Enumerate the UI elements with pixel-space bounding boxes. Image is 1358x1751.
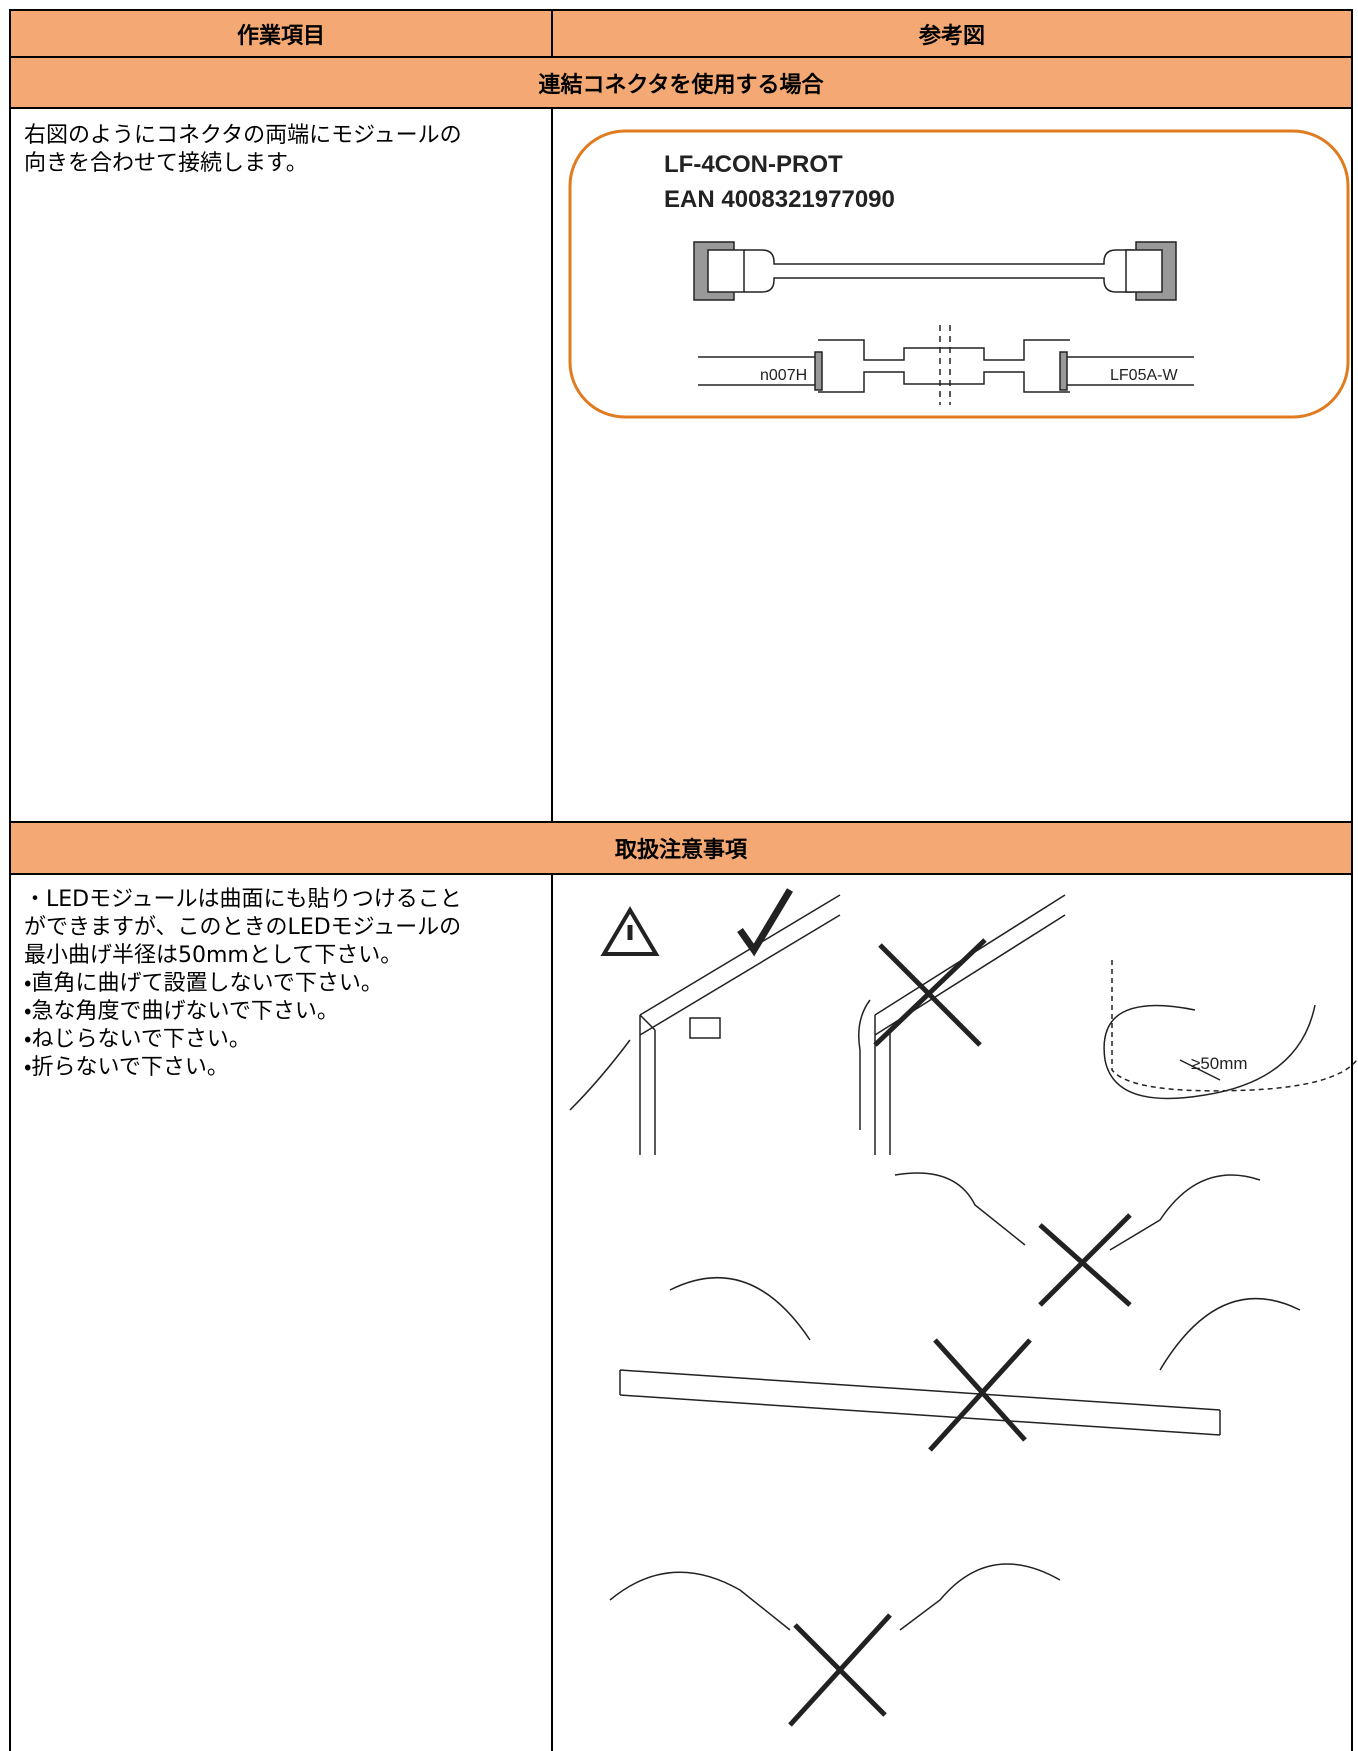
warning-illustrations: ≥50mm: [569, 888, 1358, 1727]
figure-label: n007H: [760, 367, 807, 384]
connector-diagram: n007H LF05A-W: [698, 325, 1194, 405]
section-header: 取扱注意事項: [9, 821, 1353, 875]
header-text: 参考図: [918, 23, 985, 49]
section-title: 連結コネクタを使用する場合: [538, 72, 824, 98]
cell: [551, 873, 1353, 1751]
list-item: ・LEDモジュールは曲面にも貼りつけることができますが、このときのLEDモジュー…: [24, 887, 462, 968]
list-item: ・ねじらないで下さい。: [24, 1027, 251, 1052]
figure-label: LF05A-W: [1110, 367, 1178, 384]
figure-label: ≥50mm: [1191, 1054, 1248, 1073]
list-item: ・折らないで下さい。: [24, 1055, 229, 1080]
cell-text: 右図のようにコネクタの両端にモジュールの向きを合わせて接続します。: [24, 123, 462, 176]
figure-label: LF-4CON-PROT: [664, 151, 843, 178]
section-title: 取扱注意事項: [614, 838, 747, 863]
connector-cable: [693, 241, 1177, 301]
list-item: ・直角に曲げて設置しないで下さい。: [24, 971, 383, 996]
figure-frame: [568, 129, 1350, 419]
header-cell: 作業項目: [9, 9, 553, 58]
section-header: 連結コネクタを使用する場合: [9, 56, 1353, 109]
cell-list: ・LEDモジュールは曲面にも貼りつけることができますが、このときのLEDモジュー…: [24, 886, 464, 1082]
header-text: 作業項目: [236, 23, 325, 49]
list-item: ・急な角度で曲げないで下さい。: [24, 999, 339, 1024]
figure-label: EAN 4008321977090: [664, 186, 895, 213]
